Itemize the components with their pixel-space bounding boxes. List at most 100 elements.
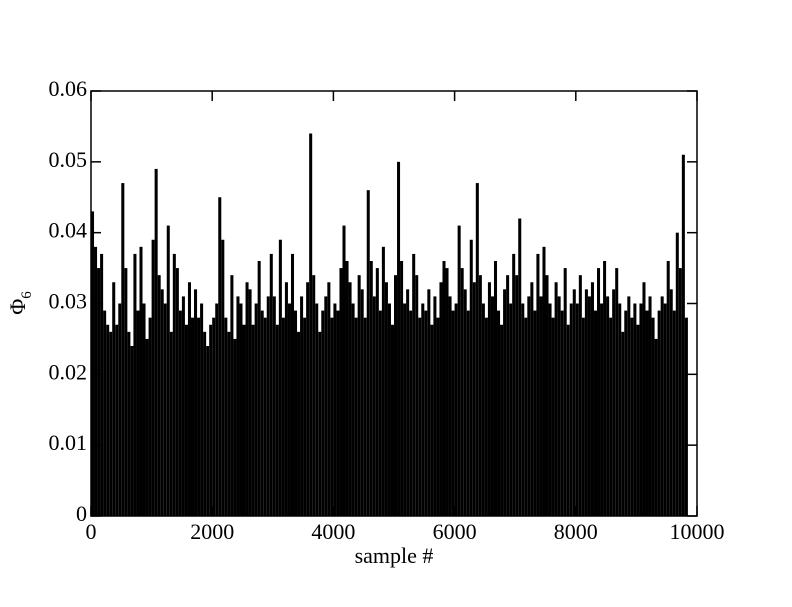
bar: [448, 296, 452, 516]
bar: [554, 282, 558, 516]
bar: [560, 310, 564, 516]
bar: [139, 246, 143, 517]
bar: [427, 289, 431, 516]
bar: [390, 324, 394, 516]
bar: [657, 310, 661, 516]
bar: [533, 310, 537, 516]
bar: [590, 282, 594, 516]
bar: [545, 275, 549, 516]
bar: [551, 317, 555, 516]
bar: [184, 324, 188, 516]
bar: [421, 303, 425, 516]
x-axis-label: sample #: [355, 543, 434, 568]
bar: [651, 317, 655, 516]
bar: [239, 303, 243, 516]
bar: [572, 289, 576, 516]
bar: [248, 289, 252, 516]
bar: [484, 317, 488, 516]
bar: [539, 296, 543, 516]
bar: [454, 303, 458, 516]
bar: [424, 310, 428, 516]
bar: [412, 253, 416, 516]
y-tick-label: 0.05: [49, 147, 88, 172]
bar: [103, 310, 107, 516]
bar: [624, 310, 628, 516]
bar: [151, 239, 155, 516]
bar: [321, 310, 325, 516]
bar: [272, 296, 276, 516]
bar: [236, 296, 240, 516]
bar: [436, 317, 440, 516]
bar: [381, 246, 385, 517]
bar: [409, 310, 413, 516]
bar: [527, 296, 531, 516]
bar: [621, 331, 625, 516]
bar: [245, 282, 249, 516]
bar: [375, 268, 379, 516]
bar: [363, 317, 367, 516]
x-tick-label: 0: [86, 519, 97, 544]
bar: [203, 331, 207, 516]
bar: [633, 303, 637, 516]
bar: [530, 282, 534, 516]
bar: [115, 324, 119, 516]
bar: [630, 317, 634, 516]
bar: [384, 282, 388, 516]
bar: [581, 317, 585, 516]
bar: [121, 183, 125, 517]
bar: [600, 303, 604, 516]
bar: [97, 268, 101, 516]
bar: [457, 225, 461, 517]
bar: [578, 275, 582, 516]
bar: [618, 303, 622, 516]
y-tick-label: 0.03: [49, 289, 88, 314]
bar: [315, 303, 319, 516]
bar: [306, 282, 310, 516]
bar: [445, 268, 449, 516]
bar: [472, 282, 476, 516]
bar: [557, 296, 561, 516]
bar: [418, 317, 422, 516]
bar: [460, 268, 464, 516]
bar: [284, 282, 288, 516]
bar: [400, 261, 404, 516]
bar: [648, 296, 652, 516]
bar: [145, 338, 149, 516]
bar: [251, 324, 255, 516]
bar: [294, 310, 298, 516]
bar: [639, 303, 643, 516]
bar: [269, 253, 273, 516]
bars: [91, 133, 688, 517]
y-tick-label: 0: [76, 501, 87, 526]
bar: [187, 282, 191, 516]
bar: [675, 232, 679, 516]
bar: [536, 253, 540, 516]
y-axis-label-main: Φ: [5, 299, 30, 315]
bar: [615, 268, 619, 516]
bar: [233, 338, 237, 516]
bar: [166, 225, 170, 517]
bar: [433, 296, 437, 516]
bar: [197, 317, 201, 516]
bar: [681, 154, 685, 516]
bar: [200, 303, 204, 516]
bar: [242, 324, 246, 516]
bar: [175, 268, 179, 516]
bar: [133, 253, 137, 516]
x-tick-label: 8000: [554, 519, 598, 544]
bar: [127, 331, 131, 516]
bar: [169, 331, 173, 516]
bar: [394, 275, 398, 516]
bar: [221, 239, 225, 516]
bar: [627, 296, 631, 516]
bar: [148, 317, 152, 516]
bar: [566, 324, 570, 516]
bar: [378, 310, 382, 516]
bar: [612, 289, 616, 516]
bar: [369, 261, 373, 516]
bar: [575, 303, 579, 516]
bar: [478, 275, 482, 516]
bar: [254, 303, 258, 516]
bar: [330, 317, 334, 516]
bar: [563, 268, 567, 516]
